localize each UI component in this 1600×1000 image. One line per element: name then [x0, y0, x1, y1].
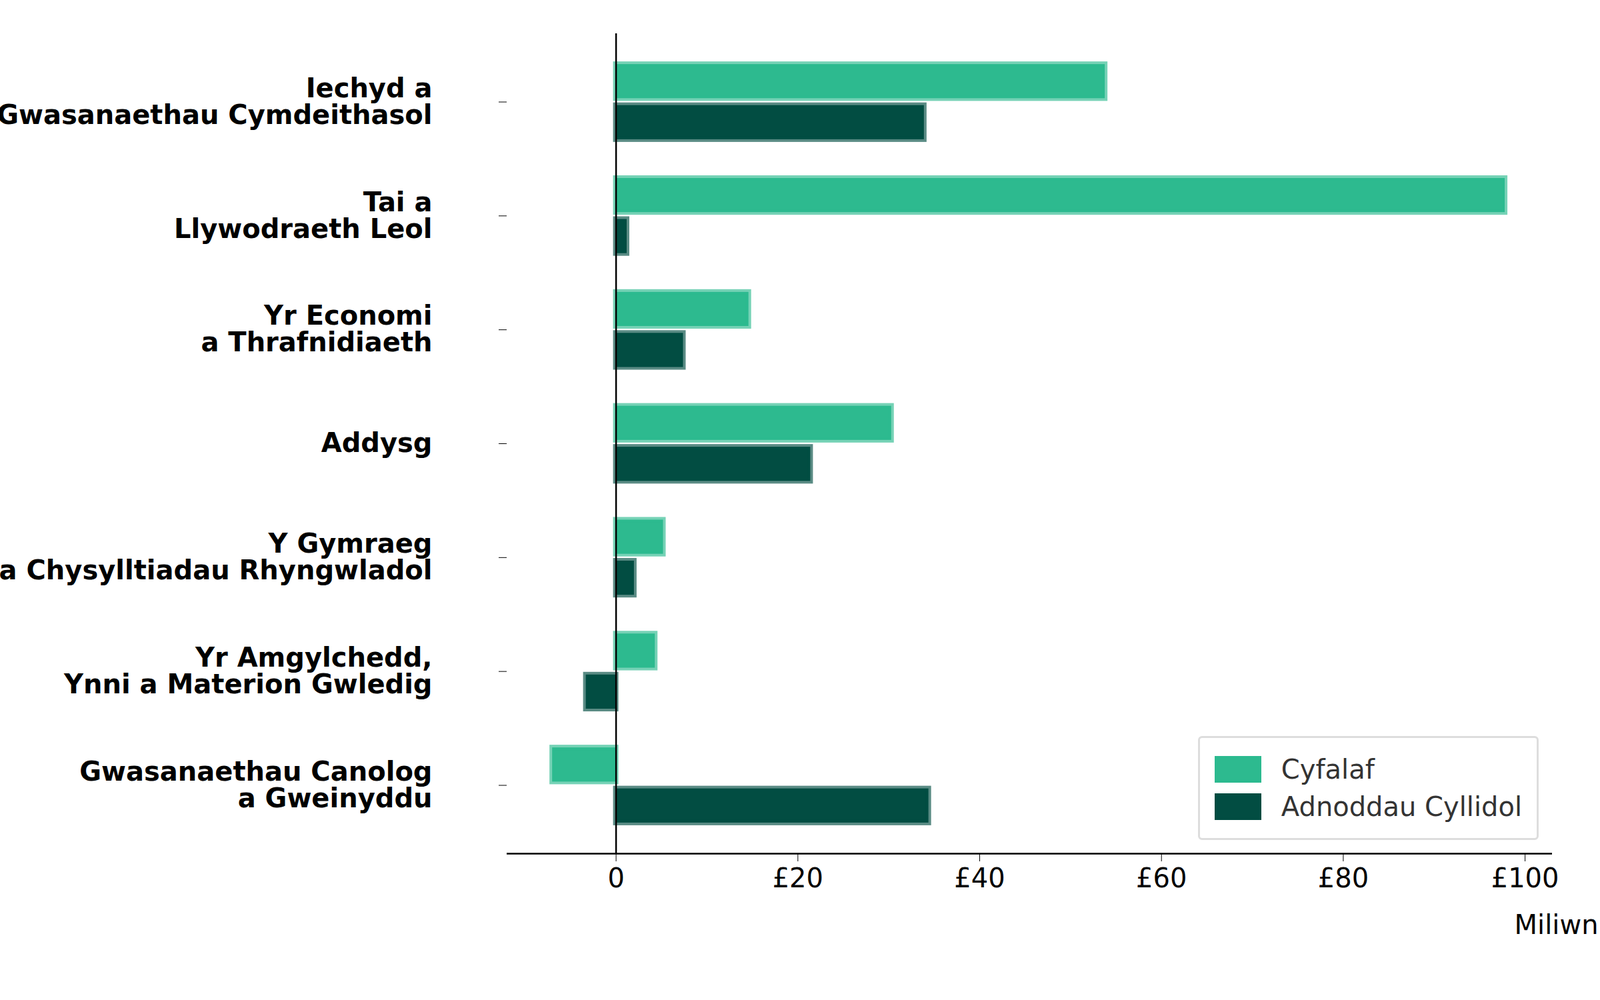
html-text:Cyfalaf: Cyfalaf	[1281, 754, 1375, 785]
svg-text:£20: £20	[772, 862, 824, 894]
svg-text:£100: £100	[1491, 862, 1560, 894]
svg-text:Addysg: Addysg	[321, 427, 433, 458]
svg-text:Y Gymraega Chysylltiadau Rhyng: Y Gymraega Chysylltiadau Rhyngwladol	[0, 528, 433, 586]
svg-text:£40: £40	[954, 862, 1005, 894]
html-text:Adnoddau Cyllidol: Adnoddau Cyllidol	[1281, 791, 1522, 822]
svg-text:Iechyd aGwasanaethau Cymdeitha: Iechyd aGwasanaethau Cymdeithasol	[0, 72, 433, 130]
svg-text:£80: £80	[1318, 862, 1369, 894]
svg-text:£60: £60	[1136, 862, 1187, 894]
svg-text:Yr Economia Thrafnidiaeth: Yr Economia Thrafnidiaeth	[200, 300, 432, 358]
svg-text:Miliwn: Miliwn	[1514, 909, 1599, 940]
svg-text:Yr Amgylchedd,Ynni a Materion: Yr Amgylchedd,Ynni a Materion Gwledig	[63, 642, 432, 700]
svg-text:Tai aLlywodraeth Leol: Tai aLlywodraeth Leol	[174, 186, 433, 244]
svg-text:0: 0	[607, 862, 624, 894]
svg-text:Gwasanaethau Canologa Gweinydd: Gwasanaethau Canologa Gweinyddu	[79, 756, 432, 814]
